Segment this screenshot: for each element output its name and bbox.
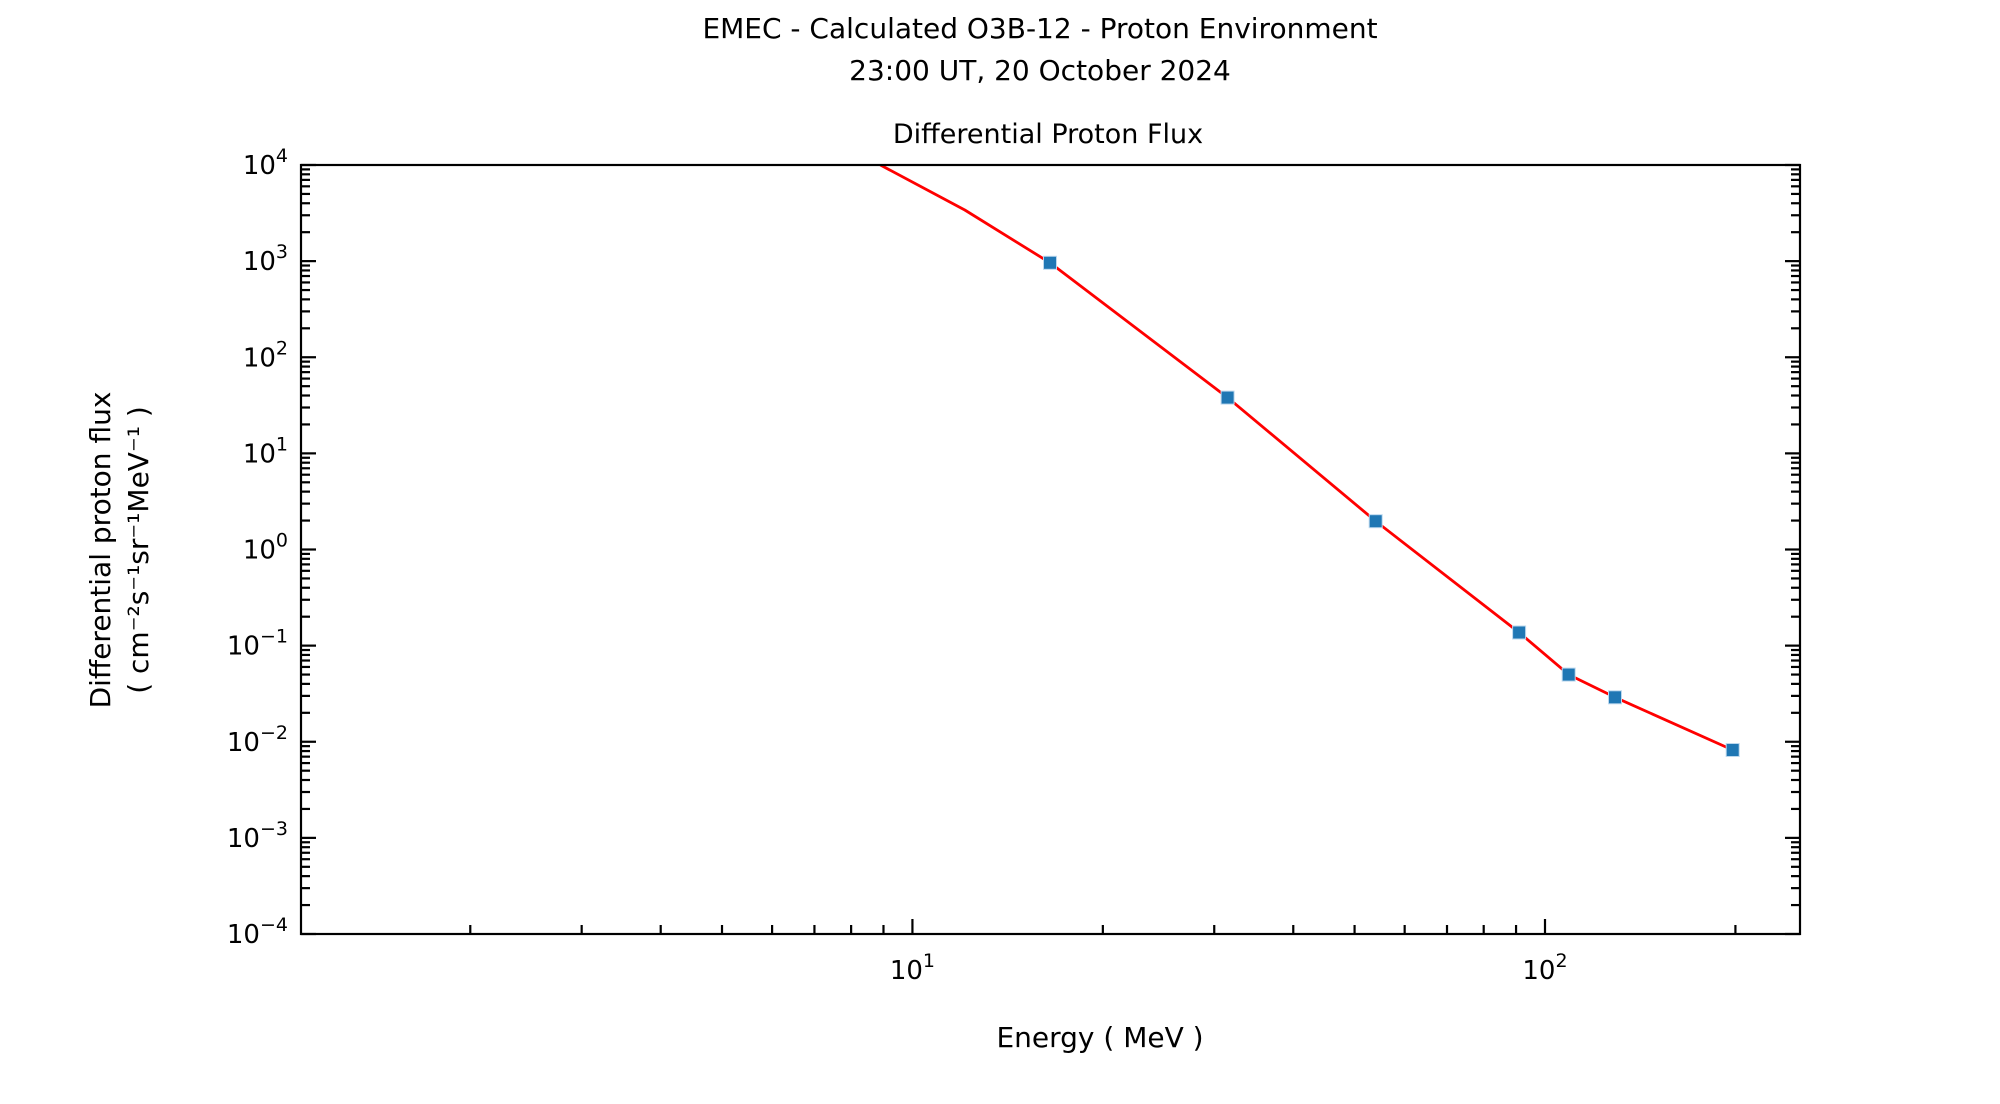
chart-subtitle: 23:00 UT, 20 October 2024 — [849, 54, 1231, 87]
data-point-marker — [1043, 255, 1057, 270]
data-line — [879, 165, 1734, 752]
data-point-marker — [1368, 514, 1383, 529]
y-tick-label: 104 — [243, 145, 288, 181]
plot-frame — [299, 163, 1802, 936]
x-axis-ticks — [469, 919, 1737, 934]
y-tick-label: 103 — [243, 241, 288, 277]
data-series — [879, 165, 1734, 752]
x-tick-label: 102 — [1522, 950, 1567, 986]
y-tick-label: 102 — [243, 337, 288, 373]
y-tick-label: 10−1 — [227, 626, 288, 662]
data-point-marker — [1608, 690, 1622, 705]
x-tick-labels: 101 102 — [890, 950, 1568, 986]
y-axis-label: Differential proton flux — [84, 392, 117, 709]
y-tick-label: 10−3 — [227, 818, 288, 854]
axes-title: Differential Proton Flux — [893, 119, 1203, 150]
y-tick-labels: 104 103 102 101 100 10−1 10−2 10−3 10−4 — [227, 145, 288, 950]
y-tick-label: 10−4 — [227, 914, 288, 950]
y-tick-label: 100 — [243, 530, 288, 566]
x-tick-label: 101 — [890, 950, 935, 986]
data-point-marker — [1725, 743, 1740, 757]
y-tick-label: 10−2 — [227, 722, 288, 758]
y-axis-ticks — [301, 163, 1800, 936]
data-point-marker — [1512, 625, 1527, 640]
chart-title: EMEC - Calculated O3B-12 - Proton Enviro… — [702, 12, 1377, 45]
data-point-marker — [1561, 667, 1576, 682]
data-point-marker — [1220, 390, 1235, 405]
x-axis-label: Energy ( MeV ) — [996, 1021, 1203, 1054]
data-markers — [1043, 255, 1740, 757]
y-tick-label: 101 — [243, 433, 288, 469]
y-axis-units-label: ( cm⁻²s⁻¹sr⁻¹MeV⁻¹ ) — [122, 406, 155, 694]
